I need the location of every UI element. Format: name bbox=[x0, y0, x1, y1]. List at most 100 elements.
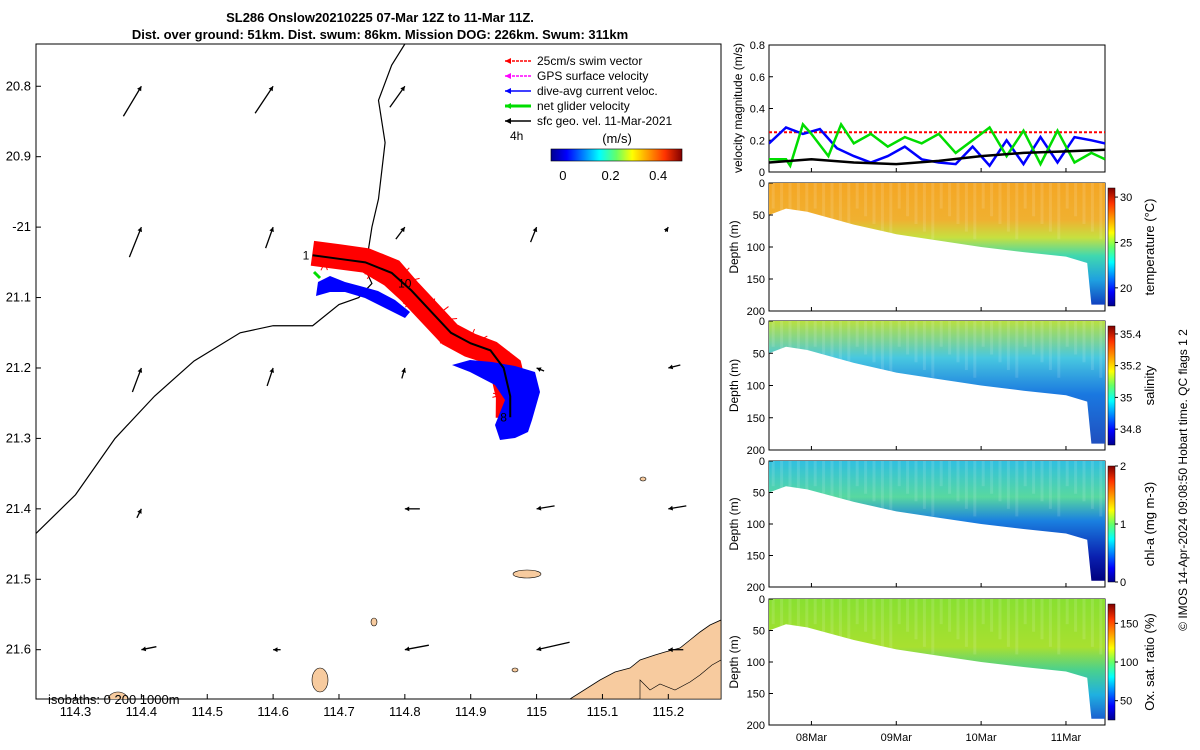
swim-vector bbox=[328, 249, 343, 260]
colorbar-tick-label: 1 bbox=[1120, 519, 1126, 531]
time-tick-label: 09Mar bbox=[881, 732, 913, 744]
depth-tick-label: 0 bbox=[759, 316, 765, 328]
swim-vector bbox=[316, 257, 333, 266]
swim-vector bbox=[411, 292, 414, 307]
depth-tick-label: 200 bbox=[747, 720, 765, 732]
depth-tick-label: 50 bbox=[753, 488, 765, 500]
legend-label: GPS surface velocity bbox=[537, 69, 648, 83]
x-tick-label: 114.6 bbox=[257, 704, 289, 719]
swim-vector bbox=[351, 247, 361, 261]
depth-tick-label: 50 bbox=[753, 210, 765, 222]
swim-vector bbox=[321, 256, 328, 271]
depth-tick-label: 0 bbox=[759, 178, 765, 190]
legend-time-label: 4h bbox=[510, 129, 523, 143]
x-tick-label: 114.9 bbox=[455, 704, 487, 719]
swim-vector bbox=[479, 348, 488, 363]
depth-tick-label: 100 bbox=[747, 657, 765, 669]
x-tick-label: 115.2 bbox=[653, 704, 685, 719]
colorbar-title: (m/s) bbox=[602, 131, 632, 146]
colorbar-tick-label: 35.4 bbox=[1120, 329, 1141, 341]
swim-vector bbox=[356, 254, 374, 262]
profile-fill bbox=[769, 183, 1105, 305]
depth-tick-label: 100 bbox=[747, 519, 765, 531]
y-tick-label: 21.1 bbox=[6, 290, 31, 305]
depth-tick-label: 200 bbox=[747, 582, 765, 594]
legend-label: net glider velocity bbox=[537, 99, 630, 113]
time-tick-label: 11Mar bbox=[1051, 732, 1082, 744]
profile-colorbar bbox=[1107, 603, 1116, 721]
depth-tick-label: 150 bbox=[747, 274, 765, 286]
colorbar-label: chl-a (mg m-3) bbox=[1142, 482, 1157, 567]
depth-tick-label: 100 bbox=[747, 242, 765, 254]
profile-fill bbox=[769, 599, 1105, 719]
depth-tick-label: 200 bbox=[747, 306, 765, 318]
geo-velocity-arrowhead bbox=[268, 86, 274, 92]
geo-velocity-arrowhead bbox=[137, 227, 142, 233]
swim-vector bbox=[482, 347, 488, 362]
colorbar bbox=[550, 148, 683, 162]
swim-vector bbox=[403, 300, 421, 304]
swim-vector bbox=[445, 331, 451, 346]
velocity-y-tick-label: 0.2 bbox=[750, 135, 765, 147]
geo-velocity-arrowhead bbox=[536, 505, 542, 511]
swim-vector bbox=[379, 261, 392, 274]
swim-vector bbox=[500, 351, 510, 365]
swim-vector bbox=[405, 285, 424, 291]
depth-tick-label: 100 bbox=[747, 381, 765, 393]
colorbar-tick-label: 50 bbox=[1120, 696, 1132, 708]
legend-arrowhead bbox=[505, 103, 511, 109]
colorbar-tick-label: 35 bbox=[1120, 392, 1132, 404]
geo-velocity-arrowhead bbox=[269, 367, 275, 373]
swim-vector bbox=[458, 326, 466, 341]
geo-velocity-arrowhead bbox=[668, 647, 673, 653]
depth-tick-label: 200 bbox=[747, 445, 765, 457]
depth-label: Depth (m) bbox=[727, 220, 741, 273]
time-tick-label: 10Mar bbox=[966, 732, 998, 744]
isobath-line bbox=[36, 44, 406, 534]
velocity-line-geo bbox=[769, 148, 1105, 166]
colorbar-label: Ox. sat. ratio (%) bbox=[1142, 613, 1157, 711]
legend-arrowhead bbox=[505, 88, 511, 94]
x-tick-label: 114.5 bbox=[191, 704, 223, 719]
colorbar-tick-label: 34.8 bbox=[1120, 424, 1141, 436]
legend-label: sfc geo. vel. 11-Mar-2021 bbox=[537, 114, 673, 128]
geo-velocity-arrow bbox=[536, 641, 570, 651]
colorbar-tick-label: 150 bbox=[1120, 618, 1138, 630]
y-tick-label: 21.2 bbox=[6, 360, 31, 375]
swim-vector bbox=[408, 298, 425, 305]
x-tick-label: 114.8 bbox=[389, 704, 421, 719]
geo-velocity-arrowhead bbox=[404, 646, 410, 652]
legend-arrowhead bbox=[505, 73, 511, 79]
geo-velocity-arrowhead bbox=[668, 505, 674, 511]
colorbar-tick-label: 2 bbox=[1120, 461, 1126, 473]
legend-label: dive-avg current veloc. bbox=[537, 84, 658, 98]
swim-vector bbox=[439, 333, 455, 344]
depth-tick-label: 150 bbox=[747, 551, 765, 563]
map-content bbox=[36, 44, 721, 699]
x-tick-label: 115 bbox=[526, 704, 547, 719]
geo-velocity-arrowhead bbox=[536, 367, 542, 372]
colorbar-tick-label: 0 bbox=[559, 168, 566, 183]
chart-title-line2: Dist. over ground: 51km. Dist. swum: 86k… bbox=[131, 27, 629, 42]
velocity-y-tick-label: 0.8 bbox=[750, 40, 765, 52]
y-tick-label: 21.4 bbox=[6, 501, 31, 516]
depth-label: Depth (m) bbox=[727, 497, 741, 550]
geo-velocity-arrowhead bbox=[668, 364, 674, 370]
mainland-coast bbox=[639, 659, 721, 699]
velocity-ylabel: velocity magnitude (m/s) bbox=[731, 43, 745, 173]
velocity-y-tick-label: 0 bbox=[759, 167, 765, 179]
geo-velocity-arrowhead bbox=[137, 367, 143, 373]
glider-track bbox=[312, 254, 512, 418]
net-velocity-arrow bbox=[312, 270, 322, 280]
colorbar-tick-label: 35.2 bbox=[1120, 361, 1141, 373]
x-tick-label: 114.7 bbox=[323, 704, 355, 719]
swim-vector bbox=[439, 318, 458, 321]
island bbox=[107, 691, 129, 699]
y-tick-label: 21.6 bbox=[6, 642, 31, 657]
depth-tick-label: 0 bbox=[759, 456, 765, 468]
swim-vector bbox=[398, 267, 410, 280]
velocity-y-tick-label: 0.6 bbox=[750, 72, 765, 84]
geo-velocity-arrowhead bbox=[273, 647, 278, 653]
y-tick-label: -21 bbox=[12, 219, 31, 234]
